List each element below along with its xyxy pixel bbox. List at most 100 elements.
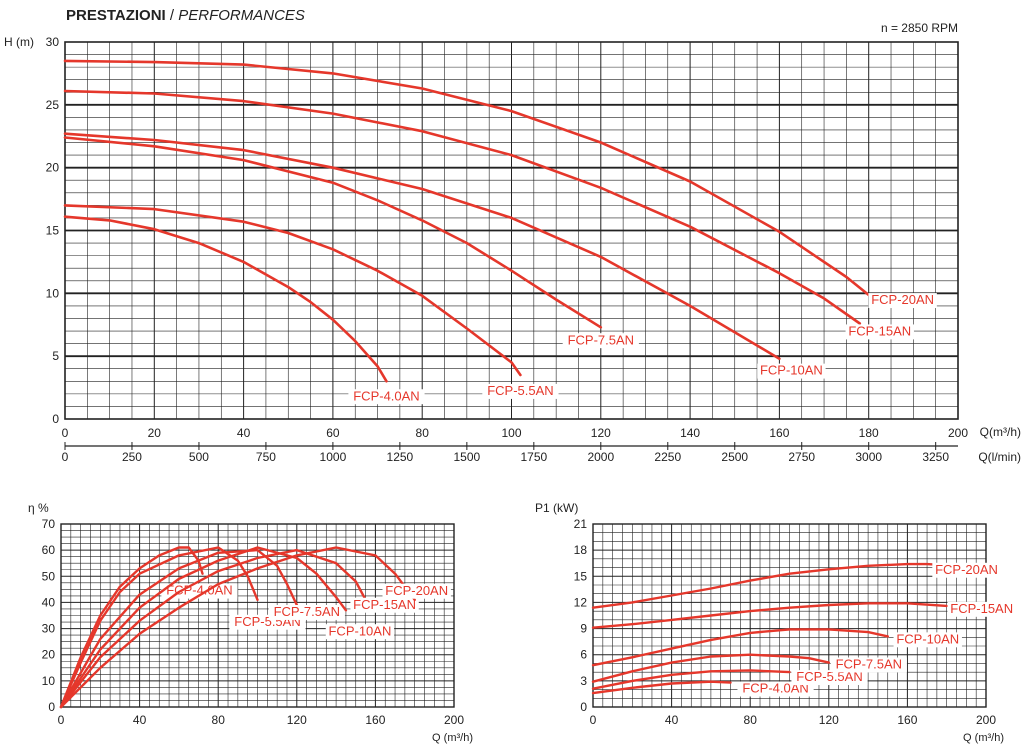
head-secondary-x-tick-label: 0 xyxy=(62,450,69,464)
head-secondary-x-tick-label: 2250 xyxy=(654,450,681,464)
eff-y-axis-title: η % xyxy=(28,501,49,515)
power-x-tick-label: 80 xyxy=(744,713,758,727)
head-y-axis-title: H (m) xyxy=(4,35,34,49)
head-secondary-x-axis-title: Q(l/min) xyxy=(978,450,1021,464)
power-curve-label: FCP-10AN xyxy=(896,631,959,646)
head-secondary-x-tick-label: 1250 xyxy=(387,450,414,464)
eff-curve-label: FCP-15AN xyxy=(353,597,416,612)
power-x-tick-label: 0 xyxy=(590,713,597,727)
power-y-tick-label: 15 xyxy=(574,569,588,583)
head-curve-label: FCP-20AN xyxy=(871,292,934,307)
power-curve xyxy=(591,628,889,667)
power-y-tick-label: 21 xyxy=(574,517,588,531)
power-curve-label: FCP-7.5AN xyxy=(836,657,902,672)
eff-curve-label-bg xyxy=(350,597,419,613)
head-curve xyxy=(63,215,388,383)
power-curve-label-bg xyxy=(947,601,1016,617)
power-y-tick-label: 0 xyxy=(580,700,587,714)
head-x-tick-label: 0 xyxy=(62,426,69,440)
eff-x-axis-title: Q (m³/h) xyxy=(432,732,473,744)
head-x-axis-title: Q(m³/h) xyxy=(980,425,1021,439)
power-y-tick-label: 6 xyxy=(580,648,587,662)
page-title-separator: / xyxy=(165,7,179,24)
head-y-tick-label: 5 xyxy=(52,349,59,363)
power-y-axis-title: P1 (kW) xyxy=(535,501,578,515)
eff-y-tick-label: 10 xyxy=(42,674,56,688)
eff-curve-label-bg xyxy=(325,624,395,640)
power-curve-label: FCP-20AN xyxy=(935,562,998,577)
head-secondary-x-tick-label: 1000 xyxy=(320,450,347,464)
power-curve-label-bg xyxy=(737,681,814,697)
page-title-sub: PERFORMANCES xyxy=(178,7,305,24)
head-y-tick-label: 25 xyxy=(46,98,60,112)
head-x-tick-label: 120 xyxy=(591,426,611,440)
head-x-tick-label: 140 xyxy=(680,426,700,440)
power-x-tick-label: 160 xyxy=(897,713,917,727)
head-curve-label-bg xyxy=(562,333,639,349)
head-secondary-x-tick-label: 2000 xyxy=(587,450,614,464)
power-curve xyxy=(591,669,791,690)
head-curve xyxy=(63,59,879,304)
head-secondary-x-tick-label: 750 xyxy=(256,450,276,464)
head-curve-label: FCP-4.0AN xyxy=(353,388,419,403)
head-secondary-x-tick-label: 1500 xyxy=(453,450,480,464)
eff-y-tick-label: 30 xyxy=(42,622,56,636)
power-curve-label-bg xyxy=(893,632,962,648)
eff-y-tick-label: 20 xyxy=(42,648,56,662)
head-secondary-x-tick-label: 500 xyxy=(189,450,209,464)
head-y-tick-label: 30 xyxy=(46,35,60,49)
head-curve-label-bg xyxy=(868,293,937,309)
eff-curve-label: FCP-7.5AN xyxy=(274,604,340,619)
eff-curve xyxy=(59,546,416,709)
head-x-tick-label: 200 xyxy=(948,426,968,440)
head-curve xyxy=(63,89,862,325)
page-title-main: PRESTAZIONI xyxy=(66,7,166,24)
head-curve-label-bg xyxy=(482,383,559,399)
head-curve-label-bg xyxy=(757,363,826,379)
power-curve-label: FCP-15AN xyxy=(950,601,1013,616)
eff-y-tick-label: 40 xyxy=(42,595,56,609)
power-y-tick-label: 18 xyxy=(574,543,588,557)
head-x-tick-label: 160 xyxy=(769,426,789,440)
power-curve-label-bg xyxy=(830,657,907,673)
head-secondary-x-tick-label: 3000 xyxy=(855,450,882,464)
eff-x-tick-label: 160 xyxy=(365,713,385,727)
eff-x-tick-label: 40 xyxy=(133,713,147,727)
head-curve-label: FCP-5.5AN xyxy=(487,383,553,398)
power-y-tick-label: 9 xyxy=(580,622,587,636)
eff-y-tick-label: 70 xyxy=(42,517,56,531)
head-x-tick-label: 100 xyxy=(501,426,521,440)
eff-curve xyxy=(59,546,259,709)
eff-curve xyxy=(59,546,204,709)
head-curve xyxy=(63,136,603,329)
head-secondary-x-tick-label: 1750 xyxy=(520,450,547,464)
head-curve xyxy=(63,204,522,377)
head-x-tick-label: 20 xyxy=(148,426,162,440)
head-x-tick-label: 60 xyxy=(326,426,340,440)
head-curve-label: FCP-15AN xyxy=(848,323,911,338)
head-secondary-x-tick-label: 3250 xyxy=(922,450,949,464)
eff-y-tick-label: 50 xyxy=(42,569,56,583)
power-curve xyxy=(591,602,948,629)
head-y-tick-label: 15 xyxy=(46,224,60,238)
eff-curve-label-bg xyxy=(382,583,451,599)
head-y-tick-label: 0 xyxy=(52,412,59,426)
head-plot-frame xyxy=(64,41,959,420)
eff-curve xyxy=(59,548,298,709)
rpm-label: n = 2850 RPM xyxy=(881,21,958,35)
eff-x-tick-label: 80 xyxy=(212,713,226,727)
eff-y-tick-label: 60 xyxy=(42,543,56,557)
power-y-tick-label: 3 xyxy=(580,674,587,688)
power-x-tick-label: 200 xyxy=(976,713,996,727)
eff-curve xyxy=(59,548,367,709)
eff-y-tick-label: 0 xyxy=(48,700,55,714)
page-title: PRESTAZIONI / PERFORMANCES xyxy=(66,7,305,24)
head-curve-label: FCP-7.5AN xyxy=(568,332,634,347)
head-curve-label: FCP-10AN xyxy=(760,363,823,378)
power-curve xyxy=(591,562,958,609)
eff-x-tick-label: 120 xyxy=(287,713,307,727)
head-curve xyxy=(63,132,781,361)
head-secondary-x-tick-label: 2750 xyxy=(788,450,815,464)
power-curve-label: FCP-5.5AN xyxy=(796,669,862,684)
